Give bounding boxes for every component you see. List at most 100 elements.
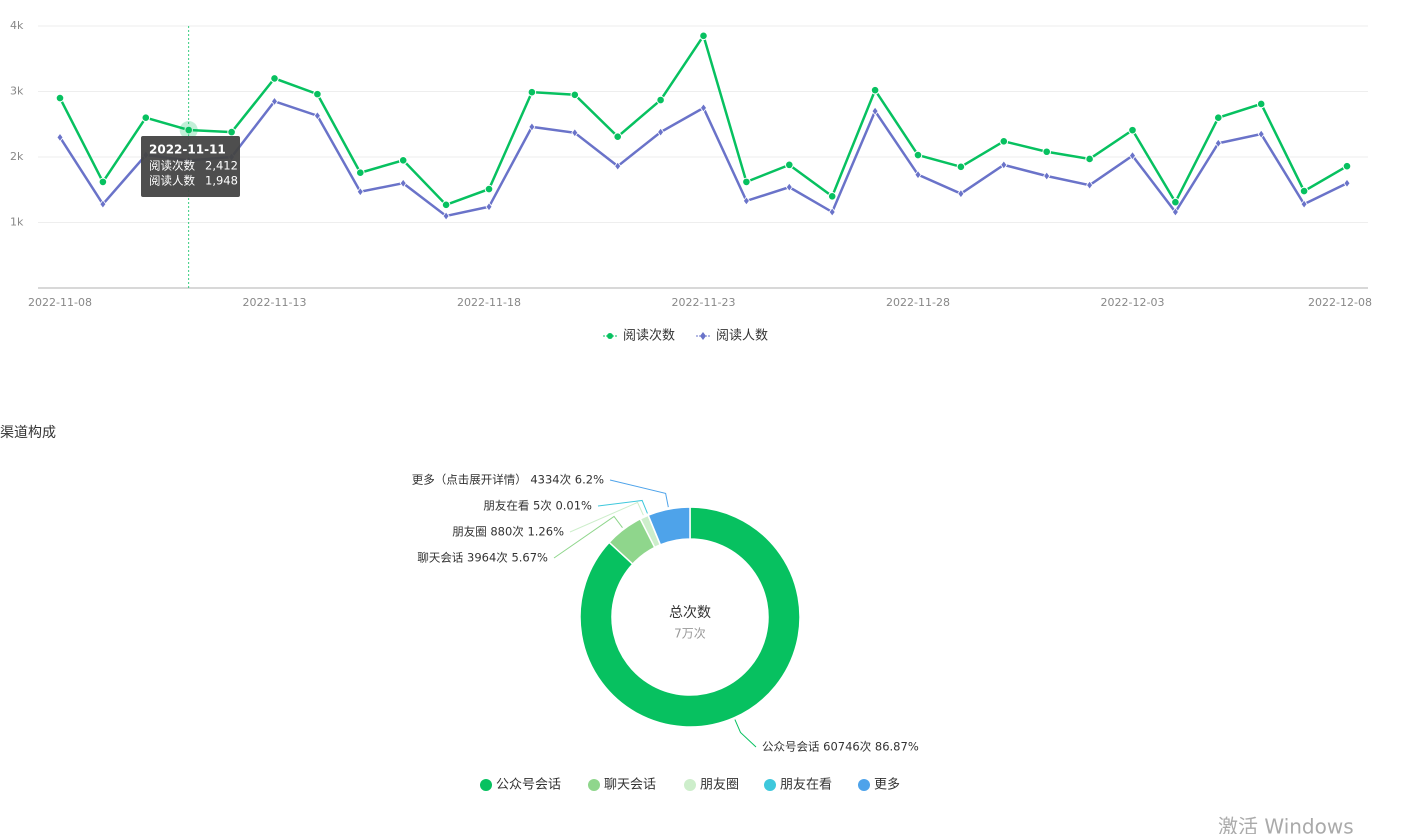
legend-label: 公众号会话 <box>496 778 561 793</box>
point <box>613 132 623 141</box>
point <box>313 89 322 99</box>
section-title: 渠道构成 <box>0 425 56 441</box>
point <box>1086 180 1094 190</box>
legend-marker <box>607 333 613 339</box>
point <box>913 150 923 160</box>
point <box>957 189 965 199</box>
point <box>699 31 708 41</box>
legend-marker <box>858 779 870 791</box>
point <box>742 177 751 187</box>
leader-line <box>569 501 644 533</box>
point <box>1171 207 1179 217</box>
tooltip-value: 1,948 <box>205 174 238 188</box>
legend-label: 聊天会话 <box>604 778 656 793</box>
legend-marker <box>684 779 696 791</box>
legend-marker <box>764 779 776 791</box>
point <box>227 127 236 137</box>
point <box>1256 99 1266 109</box>
point <box>742 196 750 206</box>
point <box>441 200 451 210</box>
series-line <box>58 32 1348 207</box>
series-line <box>58 99 1348 218</box>
hover-halo <box>179 121 198 140</box>
point <box>56 132 64 143</box>
point <box>614 161 622 171</box>
leader-line <box>734 719 757 748</box>
point <box>827 192 837 201</box>
point <box>956 162 966 172</box>
point <box>184 125 193 135</box>
point <box>484 184 494 194</box>
watermark: 激活 Windows <box>1218 815 1354 834</box>
x-tick-label: 2022-11-28 <box>886 296 950 309</box>
point <box>785 160 794 170</box>
point <box>399 178 407 188</box>
point <box>1343 178 1351 188</box>
y-tick-label: 4k <box>10 19 24 32</box>
tooltip-title: 2022-11-11 <box>149 143 226 157</box>
y-tick-label: 1k <box>10 216 24 229</box>
point <box>999 136 1009 146</box>
legend-marker <box>588 779 600 791</box>
slice-label: 聊天会话 3964次 5.67% <box>417 551 548 565</box>
point <box>528 122 536 132</box>
center-title: 总次数 <box>669 605 711 621</box>
point <box>141 113 151 122</box>
legend-marker <box>700 332 706 340</box>
point <box>571 128 579 138</box>
point <box>98 177 108 187</box>
leader-line <box>553 515 623 559</box>
legend-label: 阅读次数 <box>623 328 675 344</box>
legend-label: 更多 <box>874 777 900 793</box>
legend-marker <box>480 779 492 791</box>
slice <box>579 506 801 728</box>
y-tick-label: 3k <box>10 85 24 98</box>
x-tick-label: 2022-11-23 <box>672 296 736 309</box>
point <box>527 87 537 97</box>
x-tick-label: 2022-11-08 <box>28 296 92 309</box>
point <box>828 207 836 217</box>
point <box>99 199 107 209</box>
point <box>870 85 880 95</box>
point <box>1000 160 1008 170</box>
point <box>1214 113 1223 122</box>
point <box>442 211 450 221</box>
point <box>1042 147 1051 157</box>
point <box>1342 161 1352 171</box>
tooltip <box>141 136 240 197</box>
point <box>1300 199 1308 209</box>
slice-label: 朋友在看 5次 0.01% <box>483 499 592 513</box>
point <box>1043 171 1051 181</box>
point <box>270 74 279 83</box>
point <box>1299 186 1309 196</box>
point <box>1171 197 1180 207</box>
slice-label: 公众号会话 60746次 86.87% <box>762 740 919 754</box>
x-tick-label: 2022-11-13 <box>243 296 307 309</box>
point <box>914 170 922 180</box>
point <box>656 95 665 105</box>
slice <box>647 506 691 546</box>
point <box>700 103 707 113</box>
point <box>1128 125 1137 135</box>
slice-label: 更多（点击展开详情） 4334次 6.2% <box>412 473 604 487</box>
leader-line <box>597 499 648 514</box>
x-tick-label: 2022-12-03 <box>1101 296 1165 309</box>
point <box>1257 129 1265 139</box>
point <box>356 187 364 197</box>
point <box>570 90 580 100</box>
point <box>271 96 278 106</box>
point <box>1129 151 1136 161</box>
y-tick-label: 2k <box>10 150 24 163</box>
tooltip-value: 2,412 <box>205 159 238 173</box>
x-tick-label: 2022-12-08 <box>1308 296 1372 309</box>
legend-label: 阅读人数 <box>716 329 768 344</box>
tooltip-name: 阅读人数 <box>149 174 195 188</box>
point <box>398 155 408 165</box>
tooltip-name: 阅读次数 <box>149 159 195 173</box>
x-tick-label: 2022-11-18 <box>457 296 521 309</box>
slice-label: 朋友圈 880次 1.26% <box>452 525 564 539</box>
point <box>871 106 879 116</box>
point <box>657 127 665 137</box>
